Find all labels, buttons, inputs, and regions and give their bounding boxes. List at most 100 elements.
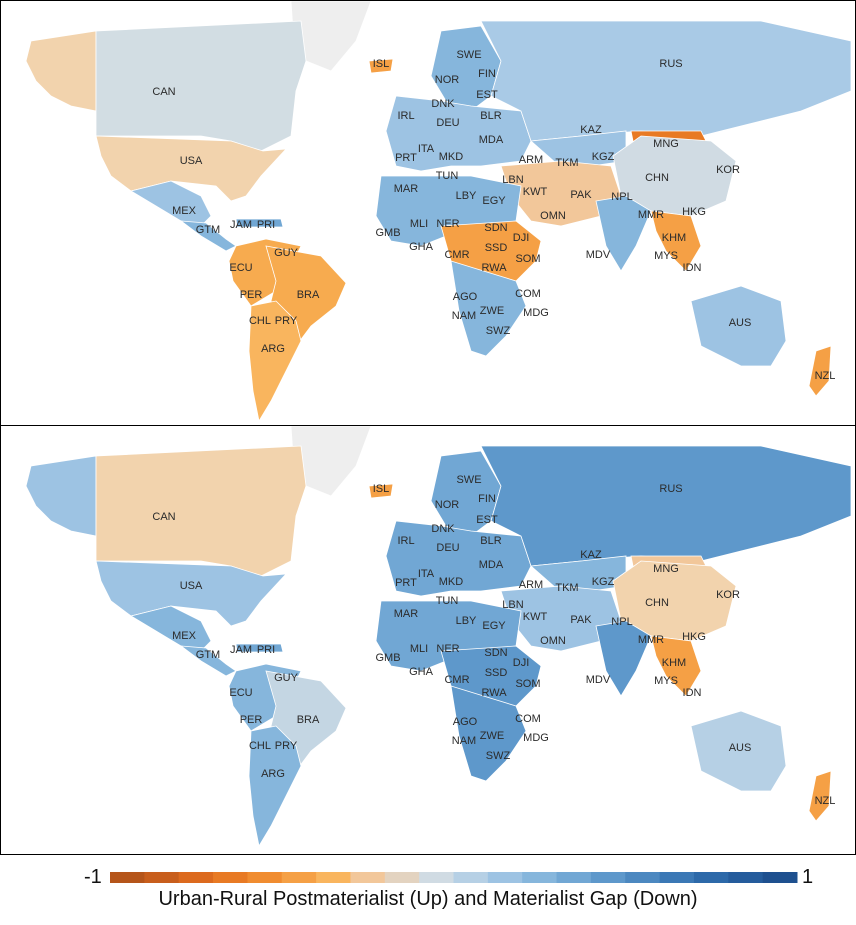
- country-label-jam: JAM: [230, 219, 252, 231]
- country-label-ago: AGO: [453, 291, 478, 303]
- country-label-pry: PRY: [275, 740, 298, 752]
- country-label-swz: SWZ: [486, 325, 511, 337]
- legend-swatch: [487, 872, 523, 883]
- country-label-kor: KOR: [716, 164, 740, 176]
- country-label-ssd: SSD: [485, 242, 508, 254]
- country-label-com: COM: [515, 713, 541, 725]
- country-label-kaz: KAZ: [580, 124, 602, 136]
- legend-swatch: [144, 872, 180, 883]
- country-label-mar: MAR: [394, 608, 419, 620]
- country-label-dnk: DNK: [431, 98, 455, 110]
- country-labels: CAN USA MEX GTM JAM PRI GUY ECU PER BRA CHL PRY ARG I…: [152, 474, 835, 807]
- country-label-swe: SWE: [456, 474, 481, 486]
- country-label-gmb: GMB: [375, 227, 400, 239]
- legend-swatch: [110, 872, 145, 883]
- country-label-arm: ARM: [519, 154, 543, 166]
- country-label-mli: MLI: [410, 218, 428, 230]
- region-mex: [129, 180, 212, 227]
- country-label-gha: GHA: [409, 241, 434, 253]
- region-alaska: [25, 455, 97, 537]
- country-label-ita: ITA: [418, 143, 435, 155]
- country-label-ner: NER: [436, 643, 459, 655]
- country-label-ita: ITA: [418, 568, 435, 580]
- country-label-per: PER: [240, 714, 263, 726]
- region-eur: [385, 95, 532, 172]
- country-label-mdg: MDG: [523, 307, 549, 319]
- region-scan: [430, 450, 502, 537]
- country-label-hkg: HKG: [682, 631, 706, 643]
- legend-swatch: [625, 872, 661, 883]
- region-rus: [480, 20, 852, 142]
- country-label-mli: MLI: [410, 643, 428, 655]
- country-label-dnk: DNK: [431, 523, 455, 535]
- country-label-pri: PRI: [257, 644, 275, 656]
- legend-swatch: [556, 872, 592, 883]
- country-label-mys: MYS: [654, 250, 678, 262]
- region-carib: [235, 643, 284, 653]
- country-label-nzl: NZL: [815, 795, 836, 807]
- country-label-swz: SWZ: [486, 750, 511, 762]
- legend-swatch: [453, 872, 489, 883]
- country-label-kwt: KWT: [523, 611, 548, 623]
- country-label-est: EST: [476, 89, 498, 101]
- country-label-mar: MAR: [394, 183, 419, 195]
- country-label-ecu: ECU: [229, 262, 252, 274]
- country-label-blr: BLR: [480, 535, 501, 547]
- country-label-lbn: LBN: [502, 599, 523, 611]
- country-label-gha: GHA: [409, 666, 434, 678]
- country-label-gtm: GTM: [196, 224, 220, 236]
- region-eur: [385, 520, 532, 597]
- country-label-ner: NER: [436, 218, 459, 230]
- country-label-lby: LBY: [456, 190, 477, 202]
- legend-swatch: [316, 872, 351, 883]
- country-label-sdn: SDN: [484, 222, 507, 234]
- country-label-can: CAN: [152, 511, 175, 523]
- region-seasia: [650, 210, 702, 272]
- country-label-kor: KOR: [716, 589, 740, 601]
- region-nzl: [808, 770, 832, 822]
- country-label-jam: JAM: [230, 644, 252, 656]
- country-label-khm: KHM: [662, 232, 686, 244]
- country-label-nam: NAM: [452, 310, 476, 322]
- region-seasia: [650, 635, 702, 697]
- legend-swatch: [247, 872, 283, 883]
- country-label-mdg: MDG: [523, 732, 549, 744]
- legend-swatch: [350, 872, 386, 883]
- country-label-isl: ISL: [373, 483, 390, 495]
- country-label-ssd: SSD: [485, 667, 508, 679]
- country-label-guy: GUY: [274, 247, 299, 259]
- country-label-arg: ARG: [261, 343, 285, 355]
- country-label-mmr: MMR: [638, 634, 664, 646]
- region-usa: [95, 135, 287, 202]
- country-label-npl: NPL: [611, 191, 632, 203]
- legend-swatch: [419, 872, 454, 883]
- map-panel-materialist: CAN USA MEX GTM JAM PRI GUY ECU PER BRA CHL PRY ARG I…: [0, 425, 856, 855]
- region-nzl: [808, 345, 832, 397]
- country-label-deu: DEU: [436, 542, 459, 554]
- region-aus: [690, 710, 787, 792]
- legend-swatch: [659, 872, 695, 883]
- country-label-egy: EGY: [482, 195, 506, 207]
- country-label-dji: DJI: [513, 657, 530, 669]
- country-label-idn: IDN: [683, 687, 702, 699]
- region-sam_s: [248, 300, 302, 423]
- country-label-cmr: CMR: [444, 674, 469, 686]
- country-label-idn: IDN: [683, 262, 702, 274]
- country-label-per: PER: [240, 289, 263, 301]
- region-can: [95, 20, 307, 152]
- country-label-nzl: NZL: [815, 370, 836, 382]
- country-label-cmr: CMR: [444, 249, 469, 261]
- country-label-dji: DJI: [513, 232, 530, 244]
- country-label-chn: CHN: [645, 597, 669, 609]
- region-sam_s: [248, 725, 302, 848]
- country-label-bra: BRA: [297, 714, 320, 726]
- country-label-ecu: ECU: [229, 687, 252, 699]
- country-label-usa: USA: [180, 155, 203, 167]
- region-mex: [129, 605, 212, 652]
- country-label-tkm: TKM: [555, 157, 578, 169]
- country-label-tun: TUN: [436, 595, 459, 607]
- country-label-hkg: HKG: [682, 206, 706, 218]
- country-label-kgz: KGZ: [592, 151, 615, 163]
- country-label-arm: ARM: [519, 579, 543, 591]
- country-label-guy: GUY: [274, 672, 299, 684]
